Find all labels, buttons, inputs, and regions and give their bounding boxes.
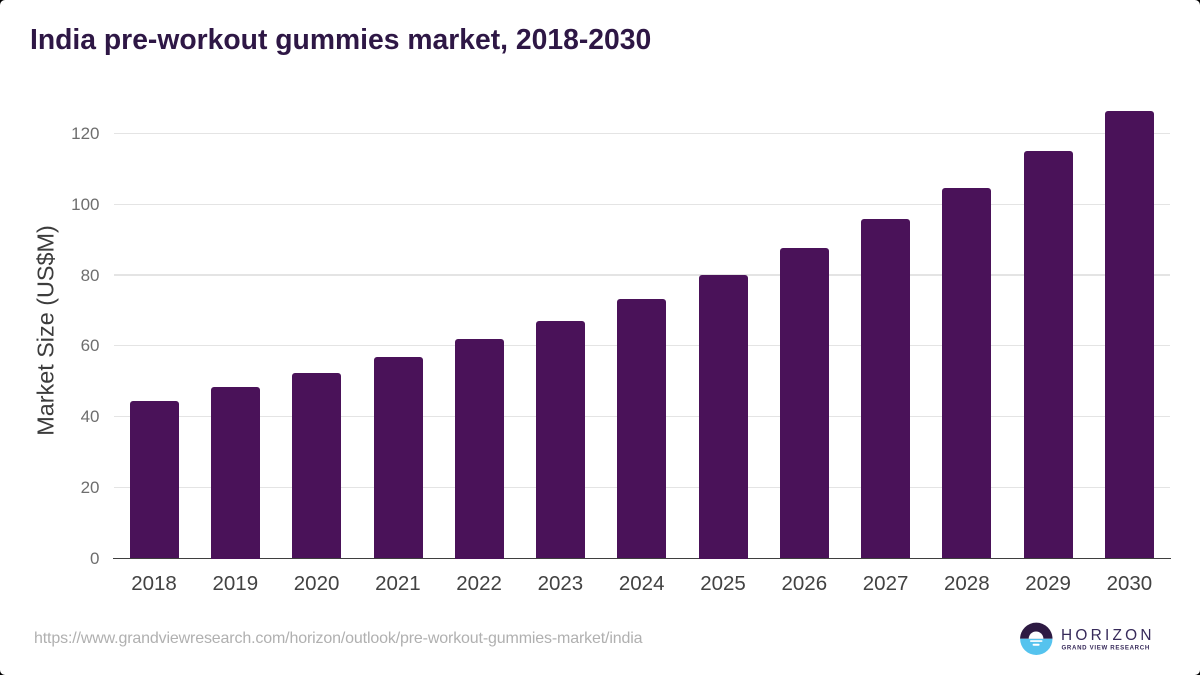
svg-text:GRAND VIEW RESEARCH: GRAND VIEW RESEARCH (1062, 645, 1150, 652)
svg-text:HORIZON: HORIZON (1061, 627, 1155, 644)
